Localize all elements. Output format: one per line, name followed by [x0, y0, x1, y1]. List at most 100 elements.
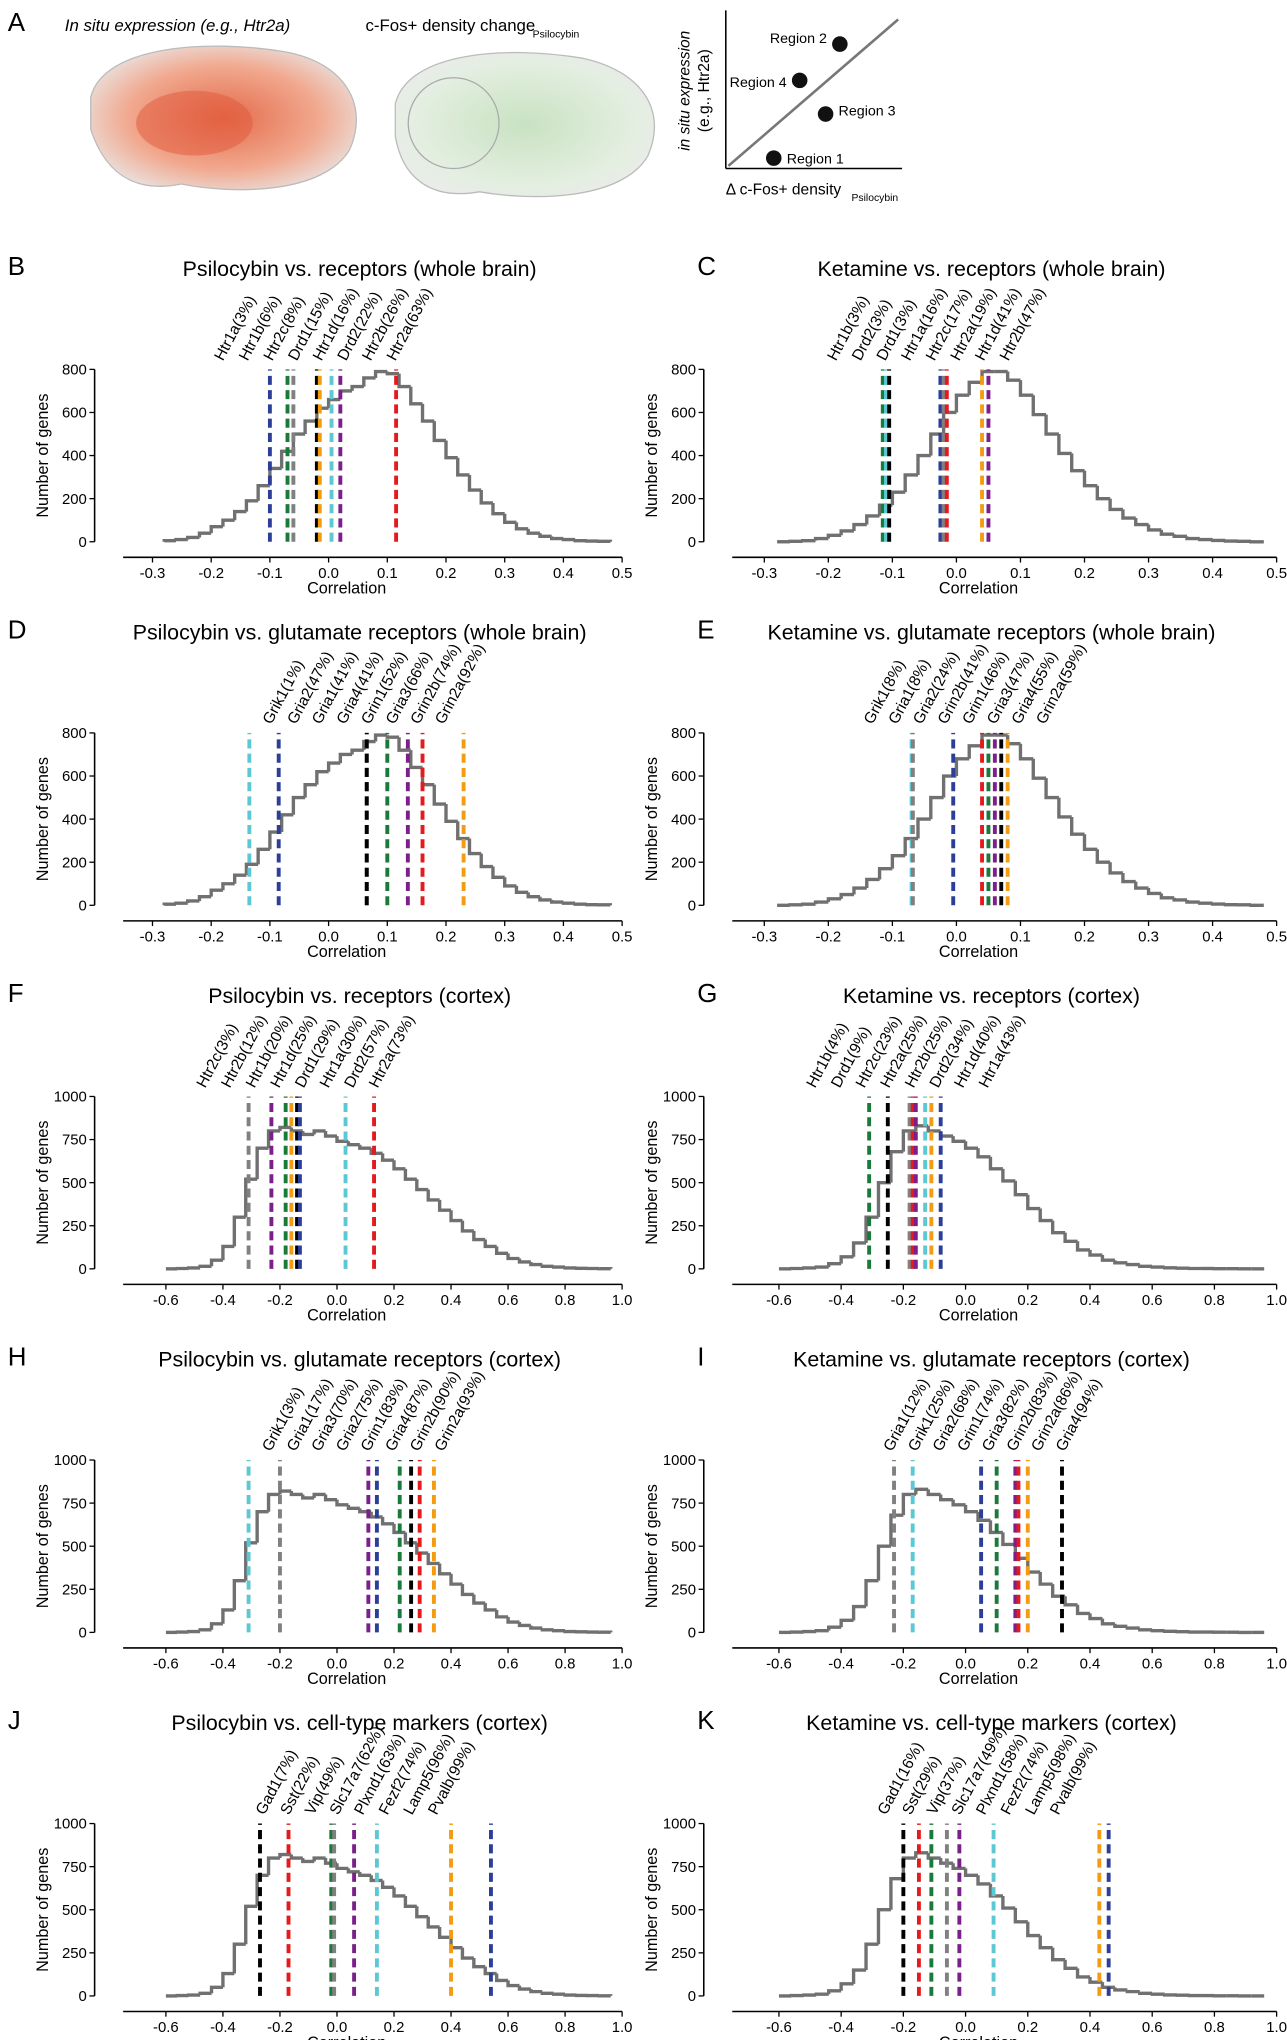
- y-tick-label: 250: [62, 1219, 87, 1235]
- histogram-step: [444, 804, 458, 823]
- histogram-step: [1198, 537, 1213, 542]
- histogram-step: [256, 484, 270, 501]
- x-tick-label: 1.0: [612, 1293, 633, 1309]
- x-tick-label: -0.3: [140, 566, 166, 582]
- histogram-step: [876, 1180, 891, 1218]
- histogram-step: [1150, 1265, 1165, 1269]
- histogram-step: [232, 1578, 246, 1610]
- x-tick-label: -0.2: [267, 2020, 293, 2036]
- histogram-step: [301, 1858, 315, 1864]
- y-tick-label: 600: [671, 406, 696, 422]
- histogram-step: [839, 1982, 854, 1991]
- y-axis-label: Number of genes: [34, 1121, 52, 1245]
- histogram-step: [392, 1887, 406, 1898]
- histogram-step: [963, 1141, 979, 1150]
- histogram-step: [1100, 1982, 1115, 1989]
- y-axis-label: Number of genes: [34, 393, 52, 517]
- histogram-step: [403, 1168, 417, 1181]
- x-tick-label: 0.0: [955, 2020, 976, 2036]
- chart-title: Ketamine vs. receptors (cortex): [843, 984, 1140, 1008]
- histogram-step: [963, 1868, 979, 1877]
- histogram-step: [814, 1265, 829, 1269]
- y-tick-label: 500: [62, 1176, 87, 1192]
- x-tick-label: 0.8: [1204, 1293, 1225, 1309]
- histogram-step: [403, 1895, 417, 1908]
- histogram-step: [901, 1856, 916, 1879]
- histogram-step: [1044, 414, 1059, 436]
- chart-title: Psilocybin vs. glutamate receptors (whol…: [133, 621, 587, 645]
- histogram-step: [864, 1215, 879, 1243]
- y-tick-label: 250: [671, 1946, 696, 1962]
- histogram-step: [876, 1544, 891, 1581]
- x-tick-label: 0.8: [555, 2020, 576, 2036]
- histogram-step: [1138, 1991, 1153, 1996]
- chart-title: Ketamine vs. receptors (whole brain): [817, 257, 1165, 281]
- x-tick-label: 0.0: [327, 1293, 348, 1309]
- histogram-step: [491, 866, 505, 879]
- y-axis-label: Number of genes: [34, 1484, 52, 1608]
- histogram-step: [209, 524, 223, 534]
- x-tick-label: 0.0: [955, 1657, 976, 1673]
- x-tick-label: 0.5: [612, 566, 633, 582]
- histogram-step: [162, 538, 176, 543]
- histogram-step: [976, 1511, 991, 1523]
- histogram-step: [596, 539, 613, 544]
- histogram-step: [1044, 778, 1059, 800]
- histogram-step: [346, 1868, 360, 1874]
- histogram-step: [432, 421, 447, 443]
- histogram-step: [1013, 1180, 1028, 1197]
- histogram-step: [449, 1210, 463, 1223]
- x-tick-label: 0.0: [318, 930, 339, 946]
- y-tick-label: 500: [671, 1176, 696, 1192]
- histogram-step: [415, 1542, 429, 1555]
- histogram-step: [289, 1491, 303, 1497]
- x-tick-label: 0.8: [555, 1293, 576, 1309]
- x-tick-label: 0.3: [1138, 930, 1159, 946]
- histogram-step: [988, 1520, 1003, 1535]
- point-label: Region 4: [730, 75, 787, 91]
- y-axis-label: Number of genes: [34, 757, 52, 881]
- histogram-step: [839, 1255, 854, 1264]
- histogram-step: [1162, 1993, 1178, 1997]
- x-tick-label: 0.2: [436, 566, 457, 582]
- histogram-step: [266, 1129, 280, 1149]
- histogram-step: [988, 1883, 1003, 1898]
- histogram-step: [312, 1492, 326, 1498]
- histogram-step: [1001, 1895, 1016, 1910]
- histogram-step: [232, 873, 247, 884]
- histogram-step: [814, 1992, 829, 1996]
- histogram-step: [563, 1993, 577, 1997]
- histogram-step: [1070, 816, 1085, 836]
- histogram-step: [491, 502, 505, 516]
- y-tick-label: 1000: [54, 1817, 87, 1833]
- y-tick-label: 500: [62, 1903, 87, 1919]
- histogram-step: [346, 1141, 360, 1147]
- x-tick-label: 0.2: [1017, 1657, 1038, 1673]
- y-tick-label: 750: [62, 1496, 87, 1512]
- histogram-step: [187, 1629, 201, 1634]
- y-tick-label: 250: [671, 1582, 696, 1598]
- histogram-step: [1162, 1266, 1178, 1270]
- histogram-step: [876, 1908, 891, 1945]
- histogram-step: [889, 1513, 904, 1547]
- histogram-step: [409, 386, 423, 406]
- y-axis-label: Number of genes: [643, 1484, 661, 1608]
- histogram-step: [1063, 1596, 1078, 1607]
- histogram-step: [1018, 380, 1034, 397]
- x-tick-label: -0.2: [816, 566, 842, 582]
- histogram-step: [1146, 524, 1162, 532]
- histogram-step: [326, 761, 341, 772]
- x-tick-label: 0.1: [377, 930, 398, 946]
- histogram-step: [266, 1492, 280, 1512]
- histogram-step: [826, 897, 842, 903]
- histogram-step: [839, 892, 854, 899]
- histogram-step: [460, 1947, 474, 1960]
- histogram-step: [278, 1489, 292, 1495]
- histogram-step: [289, 1854, 303, 1860]
- panel-letter: E: [697, 616, 714, 644]
- histogram-step: [209, 1258, 223, 1267]
- histogram-step: [802, 1266, 817, 1270]
- histogram-step: [244, 1177, 258, 1218]
- histogram-step: [186, 535, 200, 540]
- schematic-point: [832, 36, 848, 52]
